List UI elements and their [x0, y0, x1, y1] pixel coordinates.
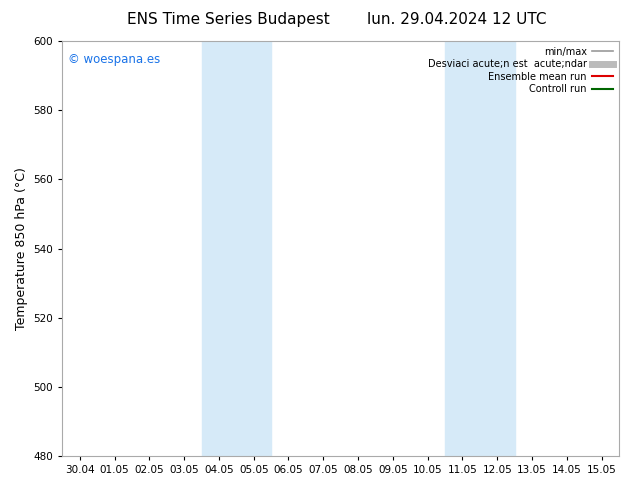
Y-axis label: Temperature 850 hPa (°C): Temperature 850 hPa (°C) [15, 167, 28, 330]
Text: lun. 29.04.2024 12 UTC: lun. 29.04.2024 12 UTC [366, 12, 547, 27]
Bar [445, 41, 515, 456]
Legend: min/max, Desviaci acute;n est  acute;ndar, Ensemble mean run, Controll run: min/max, Desviaci acute;n est acute;ndar… [424, 43, 617, 98]
Text: © woespana.es: © woespana.es [68, 53, 160, 67]
Bar [202, 41, 271, 456]
Text: ENS Time Series Budapest: ENS Time Series Budapest [127, 12, 330, 27]
